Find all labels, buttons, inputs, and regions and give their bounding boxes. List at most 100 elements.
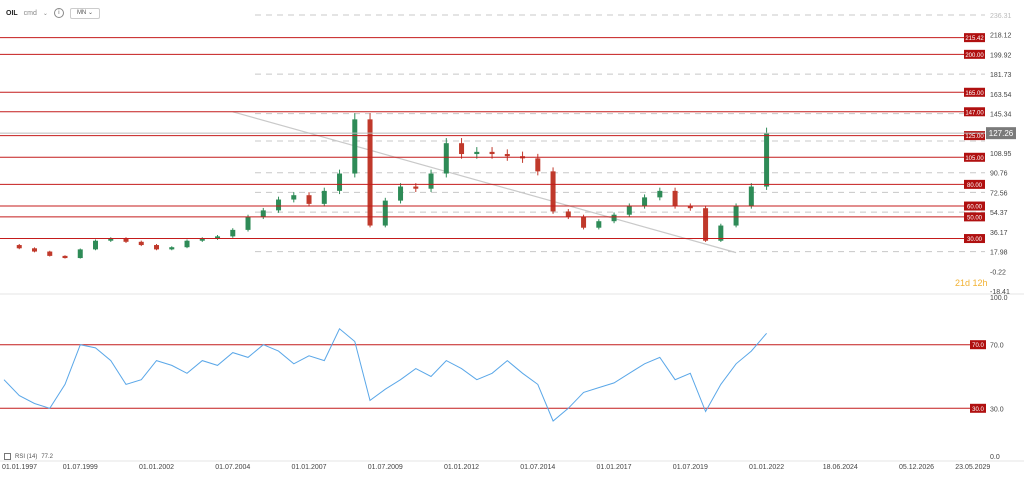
price-axis-tick-label: 72.56	[990, 190, 1008, 197]
price-level-tag	[964, 33, 985, 43]
candle-body	[657, 190, 663, 198]
candle-body	[413, 186, 419, 189]
current-price-badge	[986, 127, 1016, 140]
price-level-tag	[964, 87, 985, 97]
candle-body	[154, 245, 160, 250]
candle-body	[581, 216, 587, 228]
price-axis-tick-label: 54.37	[990, 210, 1008, 217]
info-icon[interactable]: i	[53, 8, 64, 18]
rsi-axis-tick-label: 30.0	[990, 406, 1004, 413]
time-axis-tick-label: 01.07.1999	[63, 464, 98, 471]
price-level-tag-label: 30.00	[967, 237, 983, 243]
candle-body	[672, 190, 678, 207]
price-level-tag	[964, 107, 985, 117]
price-axis-tick-label: 36.17	[990, 230, 1008, 237]
candle-body	[550, 171, 556, 212]
candle-body	[504, 154, 510, 157]
rsi-value: 77.2	[41, 453, 54, 460]
price-level-tag-label: 60.00	[967, 205, 983, 211]
candle-body	[337, 173, 343, 191]
candle-body	[276, 199, 282, 211]
current-price-label: 127.26	[989, 129, 1014, 138]
time-axis-tick-label: 01.07.2009	[368, 464, 403, 471]
price-level-tag	[964, 49, 985, 59]
price-axis-tick-label: 90.76	[990, 171, 1008, 178]
candle-body	[108, 238, 114, 241]
candle-body	[215, 236, 221, 239]
price-level-tag	[964, 179, 985, 189]
candle-body	[596, 221, 602, 228]
chevron-down-icon: ⌄	[87, 9, 93, 16]
rsi-level-tag	[970, 403, 986, 413]
price-level-tag	[964, 201, 985, 211]
time-axis-tick-label: 01.07.2019	[673, 464, 708, 471]
price-axis-tick-label: 108.95	[990, 151, 1012, 158]
price-level-tag-label: 80.00	[967, 183, 983, 189]
candle-body	[718, 225, 724, 241]
price-axis-tick-label: 218.12	[990, 33, 1012, 40]
rsi-axis-tick-label: 70.0	[990, 343, 1004, 350]
candle-body	[642, 197, 648, 207]
rsi-axis-tick-label: 100.0	[990, 295, 1008, 302]
price-axis-tick-label: -18.41	[990, 289, 1010, 296]
candle-body	[16, 245, 22, 249]
price-level-tag-label: 50.00	[967, 215, 983, 221]
price-level-tag	[964, 152, 985, 162]
price-level-tag-label: 147.00	[965, 110, 984, 116]
candle-body	[474, 151, 480, 155]
price-level-tag-label: 165.00	[965, 91, 984, 97]
candle-body	[428, 173, 434, 189]
candle-body	[321, 190, 327, 204]
symbol-label[interactable]: OIL	[6, 9, 18, 17]
candle-body	[230, 229, 236, 237]
candle-body	[626, 206, 632, 215]
time-axis-tick-label: 01.07.2014	[520, 464, 555, 471]
candle-body	[260, 210, 266, 217]
price-level-tag	[964, 234, 985, 244]
timeframe-label: MN	[76, 9, 87, 16]
candle-body	[382, 200, 388, 226]
candle-body	[138, 241, 144, 246]
candle-body	[398, 186, 404, 201]
candle-body	[47, 251, 53, 256]
candle-body	[245, 216, 251, 230]
candle-body	[32, 248, 38, 252]
candle-body	[123, 238, 129, 242]
timer-hours: 12h	[972, 278, 988, 288]
candle-body	[748, 186, 754, 207]
rsi-level-tag-label: 70.0	[972, 343, 984, 349]
indicator-settings-icon[interactable]	[4, 453, 11, 460]
time-axis-tick-label: 23.05.2029	[955, 464, 990, 471]
time-axis-tick-label: 01.01.2012	[444, 464, 479, 471]
candle-body	[565, 211, 571, 217]
candle-body	[443, 143, 449, 174]
candle-body	[62, 255, 68, 259]
time-axis-tick-label: 01.01.2007	[292, 464, 327, 471]
candle-body	[169, 247, 175, 250]
candle-body	[459, 143, 465, 155]
candle-body	[535, 158, 541, 172]
price-axis-tick-label: 145.34	[990, 112, 1012, 119]
price-axis-tick-label: 17.98	[990, 250, 1008, 257]
candle-body	[733, 206, 739, 226]
time-axis-tick-label: 05.12.2026	[899, 464, 934, 471]
chevron-down-icon[interactable]: ⌄	[42, 10, 48, 17]
candle-body	[703, 208, 709, 241]
time-axis-tick-label: 01.01.2002	[139, 464, 174, 471]
candle-body	[687, 206, 693, 209]
price-level-tag	[964, 131, 985, 141]
price-level-tag-label: 200.00	[965, 53, 984, 59]
rsi-line	[3, 328, 767, 422]
timeframe-select[interactable]: MN ⌄	[69, 7, 100, 19]
rsi-axis-tick-label: 0.0	[990, 454, 1000, 461]
chart-header: OIL cmd ⌄ i MN ⌄	[6, 6, 100, 20]
time-axis-tick-label: 18.06.2024	[823, 464, 858, 471]
candle-timer: 21d 12h	[955, 278, 988, 288]
candle-body	[764, 133, 770, 187]
candle-body	[199, 238, 205, 241]
price-axis-tick-label: 199.92	[990, 52, 1012, 59]
price-axis-tick-label: 236.31	[990, 13, 1012, 20]
price-level-tag	[964, 212, 985, 222]
